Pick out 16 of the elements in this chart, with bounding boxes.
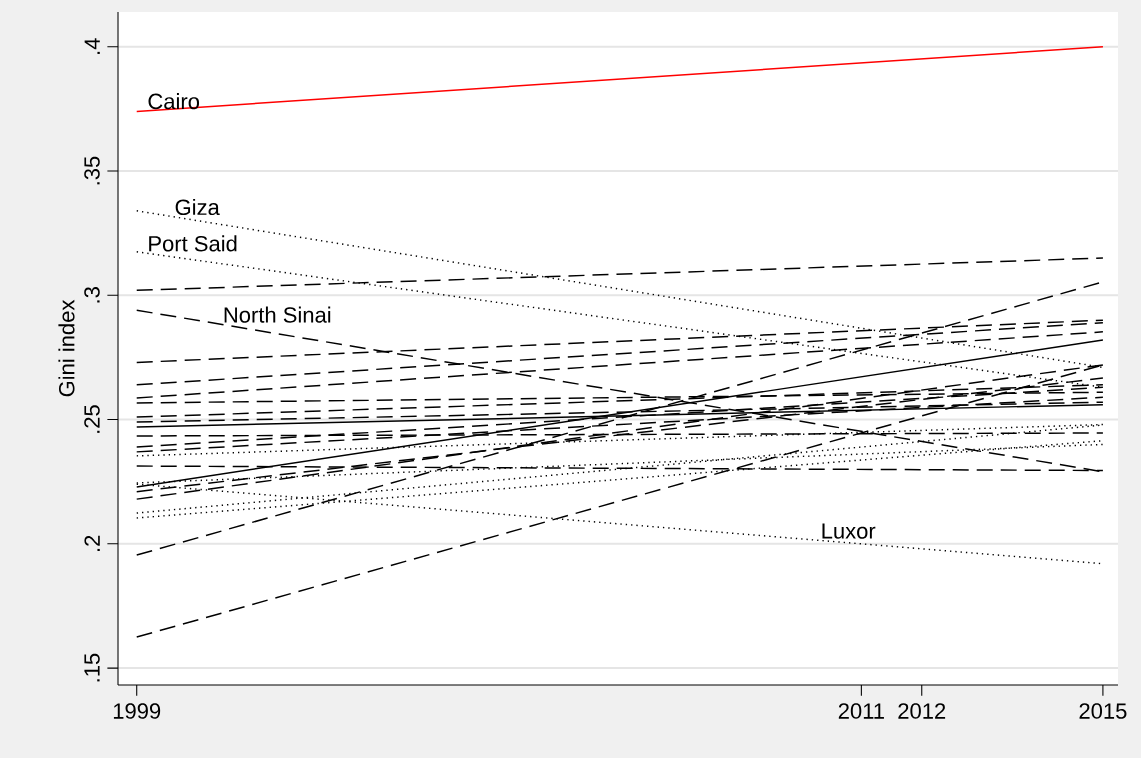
y-tick-label: .25 xyxy=(84,405,100,433)
series-label: North Sinai xyxy=(224,306,331,323)
series-label: Luxor xyxy=(822,523,876,539)
x-tick-label: 1999 xyxy=(113,703,161,719)
y-axis-title: Gini index xyxy=(58,299,75,397)
x-tick-label: 2011 xyxy=(838,703,884,719)
y-tick-label: .15 xyxy=(84,653,100,682)
x-tick-label: 2015 xyxy=(1079,703,1127,719)
series-label: Cairo xyxy=(148,93,200,110)
y-tick-label: .4 xyxy=(84,38,100,54)
y-tick-label: .3 xyxy=(84,287,100,303)
y-tick-label: .35 xyxy=(84,156,100,185)
x-tick-label: 2012 xyxy=(898,703,946,719)
series-label: Giza xyxy=(175,198,220,216)
series-label: Port Said xyxy=(149,235,237,252)
y-tick-label: .2 xyxy=(84,535,100,552)
